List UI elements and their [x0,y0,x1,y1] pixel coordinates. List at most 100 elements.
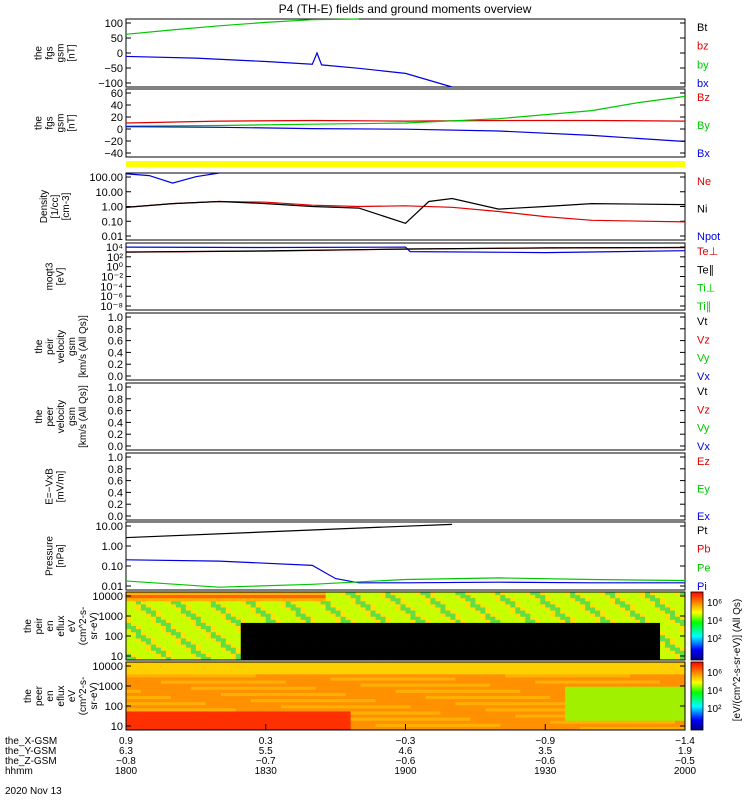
spectrogram-cell [545,610,551,615]
spectrogram-cell [185,610,192,615]
spectrogram-cell [495,720,501,725]
y-tick-label: 10.00 [95,521,123,533]
spectrogram-cell [455,638,461,642]
spectrogram-cell [310,665,317,669]
spectrogram-cell [320,592,327,596]
spectrogram-cell [415,610,421,615]
spectrogram-cell [495,638,501,642]
spectrogram-cell [490,650,496,655]
spectrogram-cell [205,607,212,611]
spectrogram-cell [450,668,456,672]
spectrogram-cell [630,705,636,709]
spectrogram-cell [425,629,431,633]
spectrogram-cell [615,604,621,608]
spectrogram-cell [255,629,262,633]
spectrogram-cell [420,656,426,661]
spectrogram-cell [525,674,531,678]
spectrogram-cell [350,674,356,678]
spectrogram-cell [530,702,536,706]
spectrogram-cell [625,665,631,669]
spectrogram-cell [655,607,661,611]
spectrogram-cell [315,619,322,624]
spectrogram-cell [155,692,162,697]
spectrogram-cell [220,644,227,649]
spectrogram-cell [315,674,322,678]
spectrogram-cell [560,708,566,712]
spectrogram-cell [630,613,636,618]
spectrogram-cell [590,680,596,685]
spectrogram-cell [160,632,167,636]
spectrogram-cell [380,674,386,678]
spectrogram-cell [126,644,132,649]
spectrogram-cell [215,619,222,624]
spectrogram-cell [245,705,252,709]
spectrogram-cell [130,632,137,636]
spectrogram-cell [250,638,257,642]
spectrogram-cell [225,692,232,697]
spectrogram-cell [560,692,566,697]
spectrogram-cell [355,619,361,624]
spectrogram-cell [570,720,576,725]
spectrogram-cell [235,668,242,672]
spectrogram-cell [275,595,282,599]
spectrogram-cell [405,592,411,596]
spectrogram-cell [395,613,401,618]
spectrogram-cell [255,717,262,722]
spectrogram-cell [290,607,297,611]
spectrogram-cell [605,662,611,666]
series-line-8-3 [125,577,686,588]
spectrogram-cell [295,705,302,709]
spectrogram-cell [175,668,182,672]
spectrogram-cell [575,711,581,715]
spectrogram-cell [515,616,521,621]
spectrogram-cell [140,668,147,672]
spectrogram-cell [585,598,591,602]
legend-entry: Pt [697,525,707,537]
spectrogram-cell [340,644,347,649]
spectrogram-cell [620,601,626,605]
spectrogram-cell [560,641,566,645]
spectrogram-cell [565,683,571,688]
spectrogram-cell [310,720,317,725]
spectrogram-cell [575,595,581,599]
spectrogram-cell [405,723,411,728]
spectrogram-cell [625,705,631,709]
y-axis-label: [1/cc] [50,194,61,218]
spectrogram-cell [390,592,396,596]
spectrogram-cell [140,641,147,645]
spectrogram-cell [400,616,406,621]
spectrogram-cell [595,699,601,703]
spectrogram-cell [165,622,172,627]
spectrogram-cell [300,665,307,669]
spectrogram-cell [245,668,252,672]
spectrogram-cell [165,680,172,685]
spectrogram-cell [535,647,541,652]
spectrogram-cell [440,714,446,719]
spectrogram-cell [620,677,626,681]
spectrogram-cell [640,671,646,675]
spectrogram-cell [160,607,167,611]
spectrogram-cell [395,711,401,715]
spectrogram-cell [220,607,227,611]
spectrogram-cell [665,619,671,624]
spectrogram-cell [560,720,566,725]
spectrogram-cell [595,671,601,675]
spectrogram-cell [280,601,287,605]
spectrogram-cell [595,683,601,688]
spectrogram-cell [126,604,132,608]
spectrogram-cell [325,607,332,611]
spectrogram-cell [135,598,142,602]
spectrogram-cell [680,610,686,615]
spectrogram-cell [130,674,137,678]
spectrogram-cell [250,696,257,700]
spectrogram-cell [145,650,152,655]
spectrogram-cell [315,702,322,706]
spectrogram-cell [665,592,671,596]
spectrogram-cell [535,696,541,700]
legend-entry: Pi [697,581,707,593]
spectrogram-cell [235,699,242,703]
spectrogram-cell [440,723,446,728]
spectrogram-cell [310,613,317,618]
spectrogram-cell [220,626,227,630]
spectrogram-cell [630,622,636,627]
